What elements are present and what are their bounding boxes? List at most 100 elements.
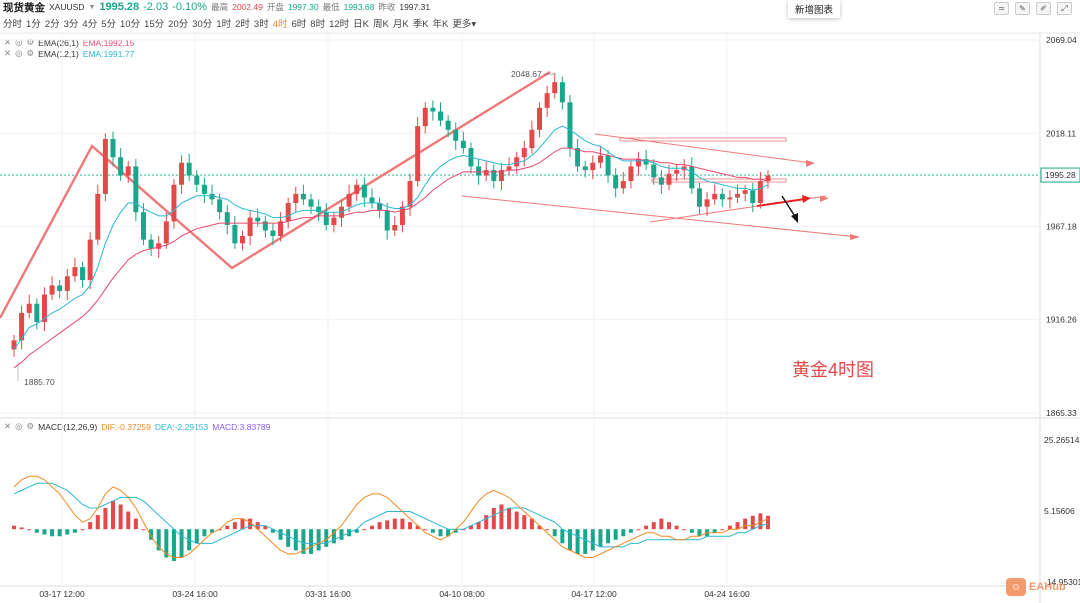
timeframe-13[interactable]: 4时	[272, 19, 288, 30]
timeframe-21[interactable]: 年K	[432, 19, 449, 30]
macd-bar	[149, 529, 154, 540]
candle-body	[338, 206, 344, 218]
macd-bar	[263, 525, 268, 530]
timeframe-14[interactable]: 6时	[291, 19, 307, 30]
timeframe-3[interactable]: 3分	[63, 19, 79, 30]
settings-icon[interactable]: ⚙	[26, 48, 35, 58]
draw-pen-icon[interactable]: ✎	[1015, 2, 1030, 15]
candle-body	[727, 197, 733, 200]
timeframe-5[interactable]: 5分	[101, 19, 116, 30]
last-price: 1995.28	[99, 1, 140, 13]
candle-body	[643, 159, 649, 165]
macd-bar	[644, 525, 649, 530]
candle-body	[514, 157, 520, 167]
timeframe-bar: 分时 1分 2分 3分 4分 5分 10分 15分 20分 30分 1时 2时 3时 4时 6时 8时 12时日…	[0, 16, 476, 30]
timeframe-16[interactable]: 12时	[329, 19, 350, 30]
new-chart-button[interactable]: 新增图表	[788, 0, 840, 18]
macd-bar	[34, 529, 39, 533]
timeframe-22[interactable]: 更多▾	[452, 19, 477, 30]
candle-body	[529, 129, 535, 149]
close-icon[interactable]: ✕	[4, 37, 12, 47]
macd-bar	[80, 529, 85, 531]
macd-bar	[316, 529, 321, 551]
dea-line	[13, 482, 769, 548]
timeframe-4[interactable]: 4分	[82, 19, 98, 30]
visibility-icon[interactable]: ◎	[15, 421, 23, 431]
timeframe-0[interactable]: 分时	[3, 19, 23, 30]
candle-body	[483, 170, 489, 176]
low-marker-label: 1885.70	[24, 377, 55, 387]
timeframe-20[interactable]: 季K	[412, 19, 429, 30]
expand-icon[interactable]: ⤢	[1057, 2, 1072, 15]
timeframe-15[interactable]: 8时	[310, 19, 326, 30]
red-arrow-line	[756, 198, 806, 207]
timeframe-2[interactable]: 2分	[44, 19, 60, 30]
zigzag-trend-line	[0, 70, 551, 319]
candle-body	[217, 199, 223, 213]
macd-bar	[705, 529, 710, 537]
macd-bar	[232, 522, 237, 530]
macd-bar	[560, 529, 565, 544]
macd-bar	[309, 529, 314, 554]
y-tick-label: 2018.11	[1046, 128, 1076, 138]
visibility-icon[interactable]: ◎	[15, 37, 23, 47]
candle-body	[72, 267, 78, 277]
macd-bar	[491, 508, 496, 530]
brand-name: EAHub	[1029, 581, 1066, 593]
x-tick-label: 04-17 12:00	[571, 589, 617, 599]
candle-body	[247, 217, 253, 236]
timeframe-17[interactable]: 日K	[353, 19, 370, 30]
arrow-head	[850, 234, 860, 240]
close-icon[interactable]: ✕	[4, 421, 12, 431]
timeframe-1[interactable]: 1分	[26, 19, 41, 30]
timeframe-11[interactable]: 2时	[235, 19, 250, 30]
candle-body	[445, 120, 451, 130]
macd-bar	[545, 529, 550, 531]
quote-header: 现货黄金 XAUUSD ▼ 1995.28 -2.03 -0.10% 最高 20…	[0, 0, 1080, 14]
macd-bar	[301, 529, 306, 554]
candle-body	[323, 212, 329, 226]
chart-type-icon[interactable]: ≃	[994, 2, 1009, 15]
edit-icon[interactable]: ✐	[1036, 2, 1051, 15]
visibility-icon[interactable]: ◎	[15, 48, 23, 58]
timeframe-12[interactable]: 3时	[253, 19, 269, 30]
x-tick-label: 03-17 12:00	[39, 589, 85, 599]
timeframe-9[interactable]: 30分	[192, 19, 213, 30]
candle-body	[361, 184, 367, 198]
low-label: 最低	[322, 2, 340, 12]
candle-body	[628, 166, 634, 182]
macd-bar	[446, 529, 451, 537]
macd-bar	[171, 529, 176, 561]
settings-icon[interactable]: ⚙	[26, 421, 35, 431]
timeframe-8[interactable]: 20分	[168, 19, 189, 30]
macd-bar	[278, 529, 283, 540]
timeframe-6[interactable]: 10分	[120, 19, 141, 30]
candle-body	[262, 221, 268, 231]
macd-bar	[141, 529, 146, 531]
candle-body	[544, 93, 550, 108]
candle-body	[704, 199, 710, 207]
close-icon[interactable]: ✕	[4, 48, 12, 58]
timeframe-7[interactable]: 15分	[144, 19, 165, 30]
timeframe-10[interactable]: 1时	[216, 19, 232, 30]
candle-body	[140, 212, 146, 240]
x-tick-label: 03-24 16:00	[172, 589, 218, 599]
candle-body	[590, 162, 596, 171]
candle-body	[293, 193, 299, 204]
candle-body	[308, 199, 314, 207]
arrow-head	[820, 196, 829, 202]
macd-bar	[613, 529, 618, 540]
macd-bar	[552, 529, 557, 537]
macd-bar	[65, 529, 70, 535]
candle-body	[582, 166, 588, 171]
instrument-title: 现货黄金	[3, 1, 45, 14]
timeframe-19[interactable]: 月K	[392, 19, 409, 30]
macd-bar	[164, 529, 169, 558]
candle-body	[34, 303, 40, 323]
macd-bar	[248, 518, 253, 530]
timeframe-18[interactable]: 周K	[373, 19, 389, 30]
candle-body	[491, 170, 497, 182]
symbol-dropdown-icon[interactable]: ▼	[88, 3, 96, 11]
black-arrow-line	[781, 195, 797, 219]
settings-icon[interactable]: ⚙	[26, 37, 35, 47]
